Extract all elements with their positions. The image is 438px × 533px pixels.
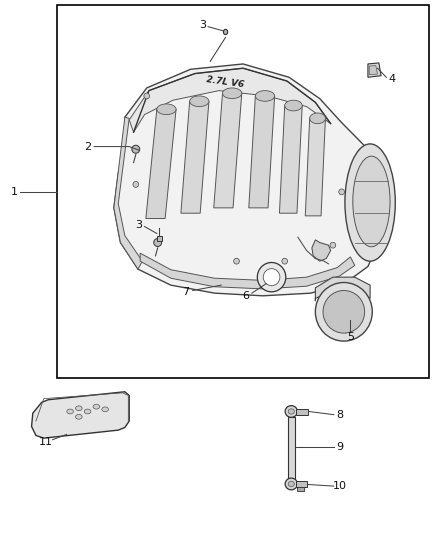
Polygon shape bbox=[140, 253, 355, 289]
Ellipse shape bbox=[285, 100, 302, 111]
Polygon shape bbox=[249, 96, 275, 208]
Polygon shape bbox=[279, 106, 302, 213]
Ellipse shape bbox=[255, 91, 275, 101]
Ellipse shape bbox=[67, 409, 73, 414]
Polygon shape bbox=[129, 68, 331, 132]
Ellipse shape bbox=[223, 88, 242, 99]
Polygon shape bbox=[157, 236, 162, 241]
Polygon shape bbox=[296, 409, 308, 415]
Ellipse shape bbox=[132, 145, 140, 154]
Ellipse shape bbox=[288, 481, 294, 487]
Text: 1: 1 bbox=[11, 187, 18, 197]
Text: 6: 6 bbox=[243, 291, 250, 301]
Ellipse shape bbox=[282, 259, 287, 264]
Ellipse shape bbox=[353, 156, 390, 247]
Ellipse shape bbox=[339, 189, 344, 195]
Polygon shape bbox=[315, 277, 370, 301]
Ellipse shape bbox=[190, 96, 209, 107]
Text: 11: 11 bbox=[39, 438, 53, 447]
Text: 3: 3 bbox=[135, 220, 142, 230]
Ellipse shape bbox=[76, 415, 82, 419]
Polygon shape bbox=[181, 101, 209, 213]
Ellipse shape bbox=[288, 409, 294, 414]
Polygon shape bbox=[288, 417, 295, 481]
Ellipse shape bbox=[84, 409, 91, 414]
Ellipse shape bbox=[76, 406, 82, 410]
Ellipse shape bbox=[323, 290, 364, 333]
Ellipse shape bbox=[154, 239, 162, 247]
Ellipse shape bbox=[223, 29, 228, 35]
Text: 4: 4 bbox=[389, 75, 396, 84]
Polygon shape bbox=[297, 487, 304, 491]
Polygon shape bbox=[369, 66, 378, 75]
Polygon shape bbox=[305, 118, 325, 216]
Text: 5: 5 bbox=[347, 332, 354, 342]
Ellipse shape bbox=[257, 263, 286, 292]
Polygon shape bbox=[368, 63, 381, 77]
Polygon shape bbox=[296, 481, 307, 487]
Ellipse shape bbox=[144, 93, 150, 99]
Ellipse shape bbox=[285, 478, 297, 490]
Ellipse shape bbox=[263, 269, 280, 286]
Text: 9: 9 bbox=[336, 442, 343, 451]
Polygon shape bbox=[32, 392, 129, 438]
Text: 3: 3 bbox=[199, 20, 206, 29]
Ellipse shape bbox=[345, 144, 395, 261]
Text: 2.7L V6: 2.7L V6 bbox=[206, 76, 245, 90]
Ellipse shape bbox=[315, 282, 372, 341]
Polygon shape bbox=[114, 64, 383, 296]
Text: 10: 10 bbox=[332, 481, 346, 491]
Ellipse shape bbox=[285, 406, 297, 417]
Polygon shape bbox=[114, 117, 142, 269]
Polygon shape bbox=[146, 109, 176, 219]
Polygon shape bbox=[214, 93, 242, 208]
Ellipse shape bbox=[102, 407, 108, 411]
Bar bbox=[57, 5, 429, 378]
Ellipse shape bbox=[93, 404, 99, 409]
Ellipse shape bbox=[234, 259, 239, 264]
Ellipse shape bbox=[157, 104, 176, 115]
Text: 8: 8 bbox=[336, 410, 343, 419]
Text: 2: 2 bbox=[84, 142, 91, 151]
Ellipse shape bbox=[310, 113, 325, 124]
Polygon shape bbox=[312, 240, 331, 261]
Ellipse shape bbox=[330, 242, 336, 248]
Ellipse shape bbox=[133, 181, 138, 188]
Text: 7: 7 bbox=[183, 287, 190, 296]
